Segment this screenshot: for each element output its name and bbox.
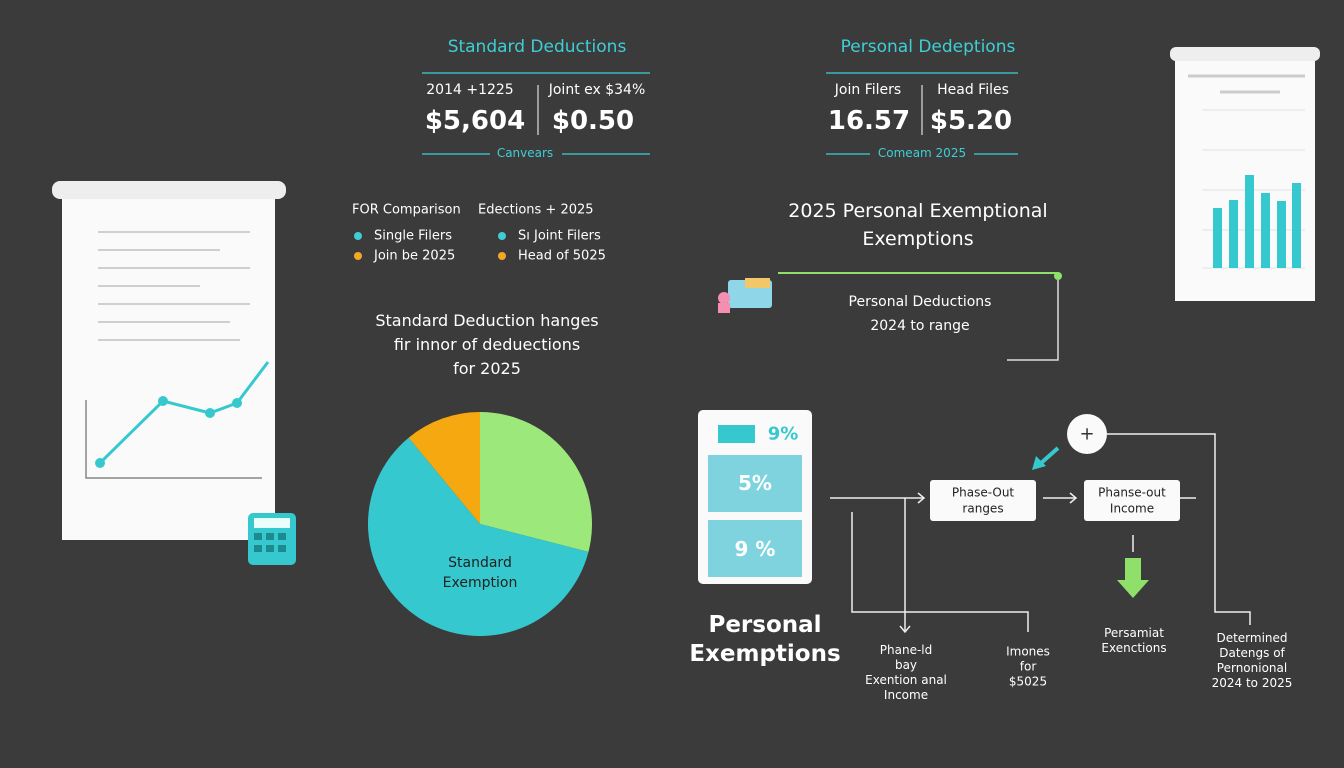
legend-dot: [498, 252, 506, 260]
flow-output: Phane-ld bay Exention anal Income: [865, 643, 947, 702]
value: $5.20: [929, 106, 1013, 137]
pie-slice: [408, 412, 480, 524]
legend-label: Single Filers: [374, 228, 452, 244]
pie-slice: [368, 437, 589, 637]
flow-box: Phanse-out Income: [1098, 485, 1166, 515]
plus: +: [1079, 423, 1095, 445]
pie-chart: [368, 412, 592, 637]
heading: FOR Comparison: [352, 202, 461, 218]
headline: 2025 Personal Exemptional Exemptions: [788, 200, 1048, 250]
legend-dot: [354, 252, 362, 260]
legend-label: Head of 5025: [518, 248, 606, 264]
legend-label: Join be 2025: [374, 248, 456, 264]
flow-output: Determined Datengs of Pernonional 2024 t…: [1211, 631, 1293, 690]
card-value: 5%: [738, 471, 772, 495]
icon: [718, 278, 772, 313]
flow-output: Imones for $5025: [1006, 644, 1050, 689]
title: Standard Deductions: [447, 36, 627, 57]
legend-dot: [498, 232, 506, 240]
legend-dot: [354, 232, 362, 240]
flow-box: Phase-Out ranges: [951, 485, 1015, 515]
label: Joint ex $34%: [548, 81, 646, 98]
pie-slice: [480, 412, 592, 552]
card-value: 9%: [767, 423, 799, 445]
flow-output: Persamiat Exenctions: [1101, 626, 1167, 655]
title: Personal Dedeptions: [840, 36, 1016, 57]
card-title: Personal Exemptions: [689, 612, 841, 667]
flow: [698, 410, 1251, 634]
footer: Comeam 2025: [877, 146, 967, 161]
footer: Canvears: [496, 146, 554, 161]
connector: [1007, 280, 1059, 361]
label: Head Files: [937, 81, 1009, 98]
rules: [422, 72, 1018, 155]
heading: Edections + 2025: [478, 202, 594, 218]
connector-dot: [1054, 272, 1062, 280]
legend-label: Sı Joint Filers: [518, 228, 601, 244]
left-document: [52, 181, 296, 565]
slice-label: Standard Exemption: [442, 555, 518, 591]
value: $5,604: [424, 106, 526, 137]
note: Personal Deductions 2024 to range: [848, 294, 992, 334]
value: $0.50: [551, 106, 635, 137]
card-value: 9 %: [734, 537, 776, 561]
pie-caption: Standard Deduction hanges fir innor of d…: [375, 311, 599, 378]
label: 2014 +1225: [426, 81, 514, 98]
right-document: [1170, 47, 1320, 301]
label: Join Filers: [834, 81, 902, 98]
value: 16.57: [827, 106, 911, 137]
